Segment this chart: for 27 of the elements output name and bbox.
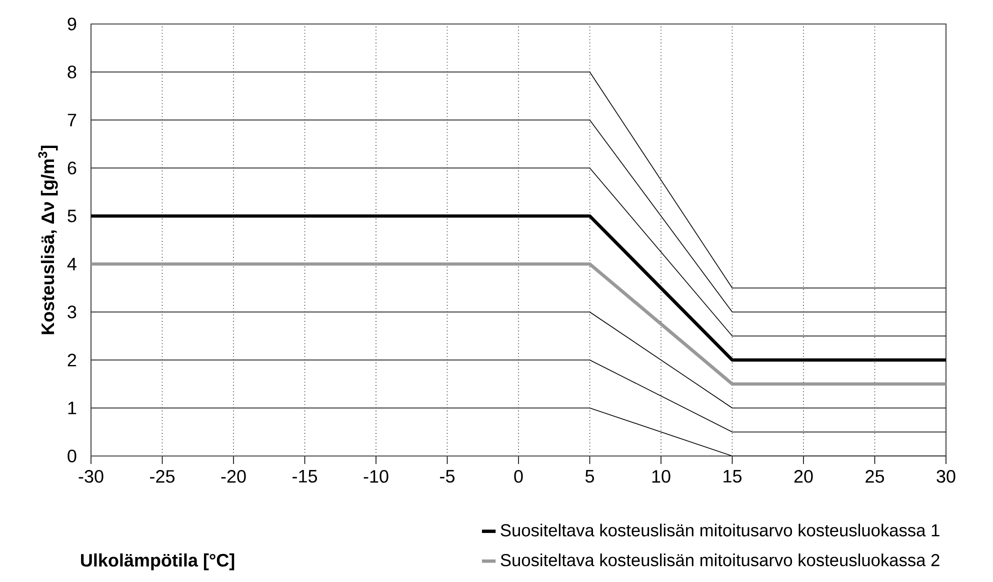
x-tick-label: 15 <box>724 470 742 483</box>
x-axis-title: Ulkolämpötila [°C] <box>81 553 234 570</box>
y-tick-label: 7 <box>68 114 76 126</box>
y-tick-label: 2 <box>68 354 76 366</box>
x-tick-label: 10 <box>652 470 670 483</box>
x-tick-label: 5 <box>585 470 594 483</box>
y-tick-label: 5 <box>68 210 76 222</box>
y-tick-label: 0 <box>68 450 76 462</box>
x-tick-label: -25 <box>150 470 175 483</box>
legend-label: Suositeltava kosteuslisän mitoitusarvo kosteusluokassa 1 <box>500 524 940 536</box>
x-tick-label: 0 <box>514 470 523 483</box>
y-axis-title: Kosteuslisä, Δν [g/m$^{3}$] <box>38 146 58 334</box>
y-tick-label: 6 <box>68 162 76 174</box>
y-tick-label: 1 <box>68 402 76 414</box>
x-tick-label: 20 <box>794 470 813 483</box>
x-tick-label: -30 <box>78 470 104 483</box>
x-tick-label: 30 <box>936 470 956 483</box>
x-tick-label: -10 <box>364 470 388 483</box>
y-tick-label: 3 <box>68 306 76 318</box>
y-tick-label: 9 <box>68 18 76 30</box>
x-tick-label: -5 <box>440 470 455 483</box>
legend-label: Suositeltava kosteuslisän mitoitusarvo kosteusluokassa 2 <box>500 554 940 566</box>
y-tick-label: 4 <box>67 258 76 270</box>
y-tick-label: 8 <box>68 66 76 78</box>
x-tick-label: -15 <box>292 470 318 483</box>
x-tick-label: -20 <box>221 470 246 483</box>
x-tick-label: 25 <box>866 470 884 483</box>
